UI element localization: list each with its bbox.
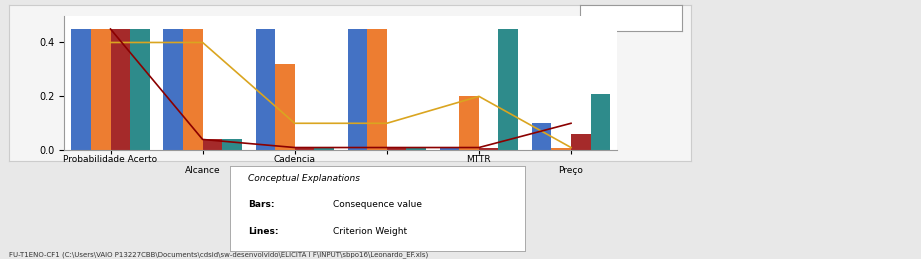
Text: Bars:: Bars: bbox=[248, 200, 274, 209]
Bar bbox=[552, 148, 571, 150]
Text: Conceptual Explanations: Conceptual Explanations bbox=[248, 174, 360, 183]
Text: MTBF: MTBF bbox=[375, 166, 399, 175]
Bar bbox=[314, 148, 333, 150]
Bar bbox=[111, 29, 130, 150]
Bar bbox=[532, 123, 552, 150]
Bar bbox=[498, 29, 518, 150]
Bar bbox=[91, 29, 111, 150]
Bar bbox=[367, 29, 387, 150]
Text: Preço: Preço bbox=[558, 166, 584, 175]
Bar bbox=[164, 29, 183, 150]
Text: Criterion Weight: Criterion Weight bbox=[333, 227, 407, 236]
Text: FU-T1ENO-CF1 (C:\Users\VAIO P13227CBB\Documents\cdsid\sw-desenvolvido\ELICITA I : FU-T1ENO-CF1 (C:\Users\VAIO P13227CBB\Do… bbox=[9, 251, 428, 258]
Bar bbox=[183, 29, 203, 150]
Bar bbox=[479, 148, 498, 150]
Bar bbox=[460, 96, 479, 150]
Bar bbox=[406, 148, 426, 150]
Text: MTTR: MTTR bbox=[467, 155, 491, 164]
Bar bbox=[222, 139, 241, 150]
Text: Consequence value: Consequence value bbox=[333, 200, 423, 209]
Bar bbox=[590, 94, 610, 150]
Text: Cadencia: Cadencia bbox=[274, 155, 316, 164]
Text: Lines:: Lines: bbox=[248, 227, 278, 236]
Bar bbox=[130, 29, 149, 150]
Bar bbox=[275, 64, 295, 150]
Text: Alcance: Alcance bbox=[185, 166, 220, 175]
Bar bbox=[203, 139, 222, 150]
Bar bbox=[571, 134, 590, 150]
Bar bbox=[255, 29, 275, 150]
Bar bbox=[72, 29, 91, 150]
Bar bbox=[295, 148, 314, 150]
Bar bbox=[347, 29, 367, 150]
Bar bbox=[439, 148, 460, 150]
Text: Probabilidade Acerto: Probabilidade Acerto bbox=[64, 155, 157, 164]
Bar bbox=[387, 148, 406, 150]
